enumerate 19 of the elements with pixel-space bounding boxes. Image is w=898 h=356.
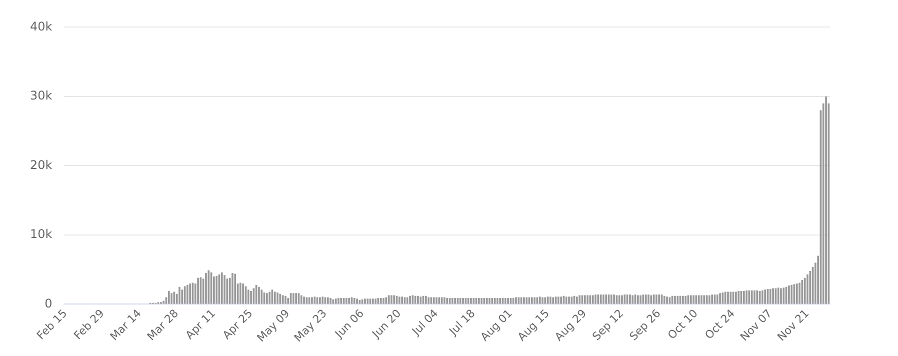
x-tick-label: Sep 26 bbox=[627, 306, 664, 344]
x-tick-label: Apr 11 bbox=[183, 306, 218, 342]
x-tick-label: Nov 07 bbox=[738, 306, 775, 344]
x-tick-label: Apr 25 bbox=[220, 306, 256, 342]
x-tick-label: Feb 29 bbox=[71, 306, 107, 342]
y-tick-label: 10k bbox=[30, 227, 52, 242]
x-tick-label: Aug 15 bbox=[515, 306, 552, 344]
x-tick-label: Jun 06 bbox=[332, 306, 366, 342]
x-tick-label: Oct 24 bbox=[702, 306, 738, 342]
y-tick-label: 40k bbox=[30, 19, 52, 34]
x-tick-label: Jun 20 bbox=[369, 306, 404, 342]
x-tick-label: Jul 04 bbox=[409, 306, 441, 338]
x-tick-label: Oct 10 bbox=[665, 306, 700, 342]
y-tick-label: 30k bbox=[30, 88, 52, 103]
x-tick-label: Jul 18 bbox=[446, 306, 478, 338]
x-tick-label: Mar 14 bbox=[108, 306, 144, 344]
x-tick-label: Sep 12 bbox=[590, 306, 626, 344]
x-tick-label: Mar 28 bbox=[144, 306, 181, 344]
y-tick-label: 20k bbox=[30, 158, 52, 172]
